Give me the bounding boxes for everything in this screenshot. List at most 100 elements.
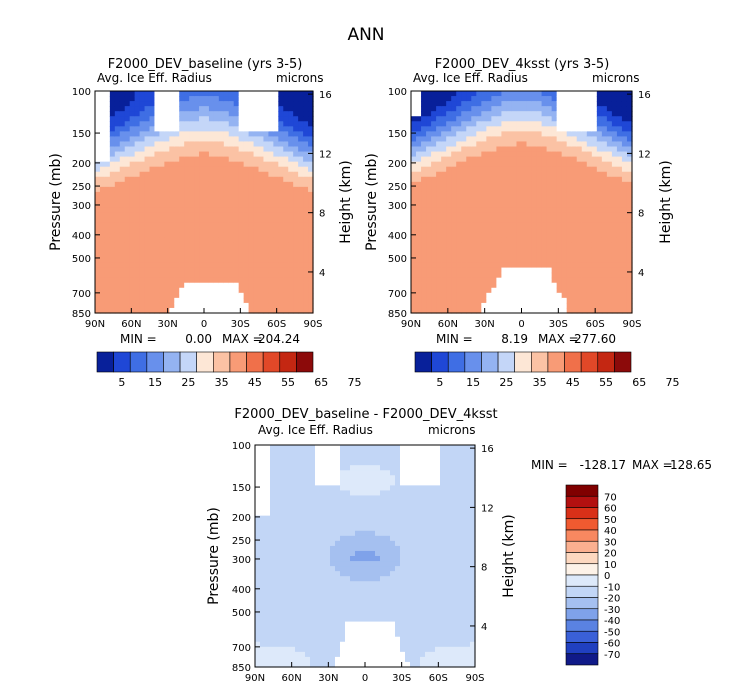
contour-cell [218, 257, 225, 264]
contour-cell [290, 490, 296, 497]
contour-cell [491, 151, 497, 158]
contour-cell [99, 202, 106, 208]
contour-cell [581, 277, 588, 284]
colorbar-swatch [129, 351, 148, 373]
contour-cell [164, 101, 170, 107]
contour-cell [561, 101, 568, 107]
contour-cell [471, 166, 477, 173]
contour-cell [340, 550, 346, 557]
contour-cell [159, 136, 165, 143]
contour-cell [189, 121, 195, 127]
contour-cell [325, 530, 331, 537]
contour-cell [270, 510, 276, 517]
contour-cell [601, 101, 608, 107]
contour-cell [591, 106, 598, 112]
contour-cell [345, 480, 351, 486]
contour-cell [270, 445, 276, 451]
contour-cell [330, 515, 336, 522]
contour-cell [501, 186, 508, 193]
contour-cell [581, 191, 588, 198]
contour-cell [139, 277, 146, 284]
contour-cell [330, 520, 336, 527]
contour-cell [541, 156, 548, 163]
colorbar-label: 25 [181, 376, 195, 389]
contour-cell [300, 641, 306, 648]
contour-cell [233, 227, 240, 233]
contour-cell [320, 530, 326, 537]
contour-cell [270, 641, 276, 648]
contour-cell [576, 196, 583, 203]
contour-cell [273, 186, 279, 193]
contour-cell [476, 262, 482, 269]
contour-cell [601, 161, 608, 168]
contour-cell [591, 186, 598, 193]
contour-cell [315, 651, 321, 658]
contour-cell [456, 217, 462, 223]
contour-cell [218, 96, 225, 102]
contour-cell [228, 136, 235, 143]
contour-cell [325, 601, 331, 608]
contour-cell [248, 191, 255, 198]
contour-cell [270, 586, 276, 592]
contour-cell [99, 237, 106, 243]
contour-cell [416, 232, 422, 238]
contour-cell [194, 267, 200, 274]
y-tick-label: 150 [72, 129, 91, 140]
contour-cell [571, 307, 578, 314]
contour-cell [621, 277, 628, 284]
contour-cell [621, 171, 628, 178]
contour-cell [159, 277, 165, 284]
contour-cell [511, 232, 518, 238]
contour-cell [273, 151, 279, 158]
contour-cell [521, 131, 528, 138]
contour-cell [184, 287, 190, 294]
contour-cell [516, 151, 523, 158]
contour-cell [218, 222, 225, 228]
contour-cell [208, 161, 215, 168]
contour-cell [486, 131, 492, 138]
contour-cell [280, 576, 286, 582]
contour-cell [300, 581, 306, 587]
contour-cell [320, 470, 326, 476]
contour-cell [516, 136, 523, 143]
contour-cell [621, 257, 628, 264]
contour-cell [129, 181, 136, 188]
variable-label: Avg. Ice Eff. Radius [413, 71, 528, 85]
contour-cell [149, 212, 156, 218]
contour-cell [303, 307, 309, 314]
contour-cell [310, 606, 316, 613]
contour-cell [159, 106, 165, 112]
contour-cell [486, 277, 492, 284]
contour-cell [164, 282, 170, 289]
contour-cell [199, 91, 205, 97]
contour-cell [298, 237, 304, 243]
contour-cell [436, 212, 442, 218]
contour-cell [144, 176, 151, 183]
contour-cell [278, 161, 284, 168]
contour-cell [556, 126, 563, 132]
contour-cell [270, 485, 276, 492]
contour-cell [129, 222, 136, 228]
colorbar-label: 45 [566, 376, 580, 389]
contour-cell [213, 181, 220, 188]
contour-cell [421, 212, 427, 218]
contour-cell [591, 267, 598, 274]
contour-cell [446, 171, 452, 178]
contour-cell [295, 480, 301, 486]
contour-cell [218, 91, 225, 97]
contour-cell [481, 267, 487, 274]
contour-cell [233, 111, 240, 117]
contour-cell [541, 136, 548, 143]
contour-cell [104, 126, 111, 132]
contour-cell [213, 272, 220, 279]
contour-cell [149, 227, 156, 233]
contour-cell [596, 272, 603, 279]
contour-cell [531, 302, 538, 309]
contour-cell [576, 262, 583, 269]
contour-cell [591, 166, 598, 173]
contour-cell [451, 186, 457, 193]
contour-cell [451, 151, 457, 158]
contour-cell [270, 490, 276, 497]
contour-cell [305, 646, 311, 653]
contour-cell [461, 292, 467, 299]
